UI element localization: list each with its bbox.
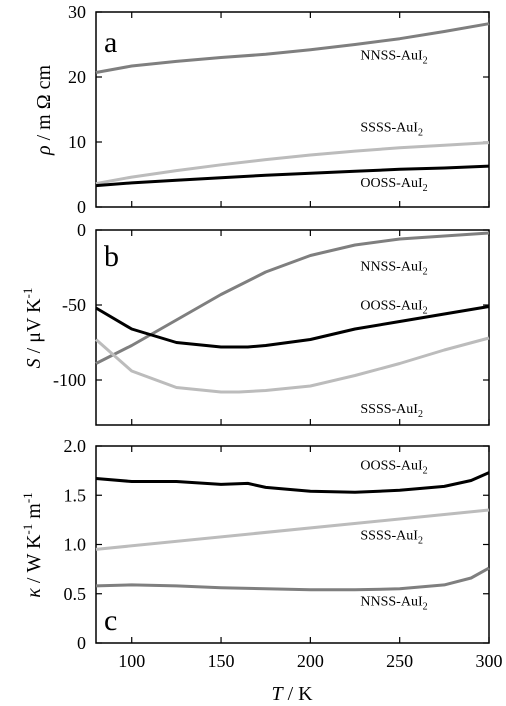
panel-a-label-ooss-aui2: OOSS-AuI2 (360, 176, 427, 194)
panel-a-ytick-label: 10 (68, 132, 86, 152)
panel-c-ytick-label: 0.5 (64, 584, 87, 604)
panel-a-ylabel: ρ / m Ω cm (33, 65, 55, 156)
panel-c-series-ssss-aui2 (95, 508, 490, 551)
panel-c-label-ooss-aui2: OOSS-AuI2 (360, 459, 427, 477)
x-tick-label: 100 (118, 651, 145, 671)
panel-c-ytick-label: 0 (77, 633, 86, 653)
panel-a-ytick-label: 30 (68, 2, 86, 22)
panel-a-letter: a (104, 26, 117, 59)
panel-a-frame (95, 11, 490, 208)
panel-b-ytick-label: -50 (62, 295, 86, 315)
panel-b-series-ssss-aui2 (95, 336, 490, 394)
panel-b-label-nnss-aui2: NNSS-AuI2 (360, 260, 427, 278)
panel-c-label-ssss-aui2: SSSS-AuI2 (360, 529, 423, 547)
panel-c-label-nnss-aui2: NNSS-AuI2 (360, 595, 427, 613)
panel-c-series-ooss-aui2 (95, 471, 490, 494)
panel-c-ylabel: κ / W K-1 m-1 (20, 492, 45, 597)
panel-b-letter: b (104, 240, 119, 273)
panel-b-frame (95, 229, 490, 426)
plot-layer: 0 10 20 30 NNSS-AuI2 SSSS-AuI2 OOSS-AuI2 -100 -5… (53, 2, 503, 671)
panel-a-ytick-label: 0 (77, 197, 86, 217)
panel-c-ytick-label: 2.0 (64, 436, 87, 456)
x-tick-label: 250 (386, 651, 413, 671)
x-tick-label: 200 (297, 651, 324, 671)
panel-a-label-ssss-aui2: SSSS-AuI2 (360, 121, 423, 139)
panel-c-series-nnss-aui2 (95, 566, 490, 592)
panel-a-series-ssss-aui2 (95, 141, 490, 186)
x-tick-label: 300 (476, 651, 503, 671)
panel-a-series-nnss-aui2 (95, 22, 490, 74)
panel-c-letter: c (104, 604, 117, 637)
panel-a-ytick-label: 20 (68, 67, 86, 87)
panel-b-series-ooss-aui2 (95, 305, 490, 349)
panel-c-ytick-label: 1.0 (64, 535, 87, 555)
panel-b-label-ooss-aui2: OOSS-AuI2 (360, 299, 427, 317)
panel-a-series-ooss-aui2 (95, 164, 490, 188)
panel-b-ytick-label: 0 (77, 220, 86, 240)
panel-b-ylabel: S / μV K-1 (20, 288, 45, 369)
x-tick-label: 150 (208, 651, 235, 671)
x-axis-label: T / K (271, 683, 313, 705)
panel-b-label-ssss-aui2: SSSS-AuI2 (360, 402, 423, 420)
panel-c-ytick-label: 1.5 (64, 485, 87, 505)
panel-b-ytick-label: -100 (53, 370, 86, 390)
panel-a-label-nnss-aui2: NNSS-AuI2 (360, 48, 427, 66)
panel-b-series-nnss-aui2 (95, 231, 490, 365)
